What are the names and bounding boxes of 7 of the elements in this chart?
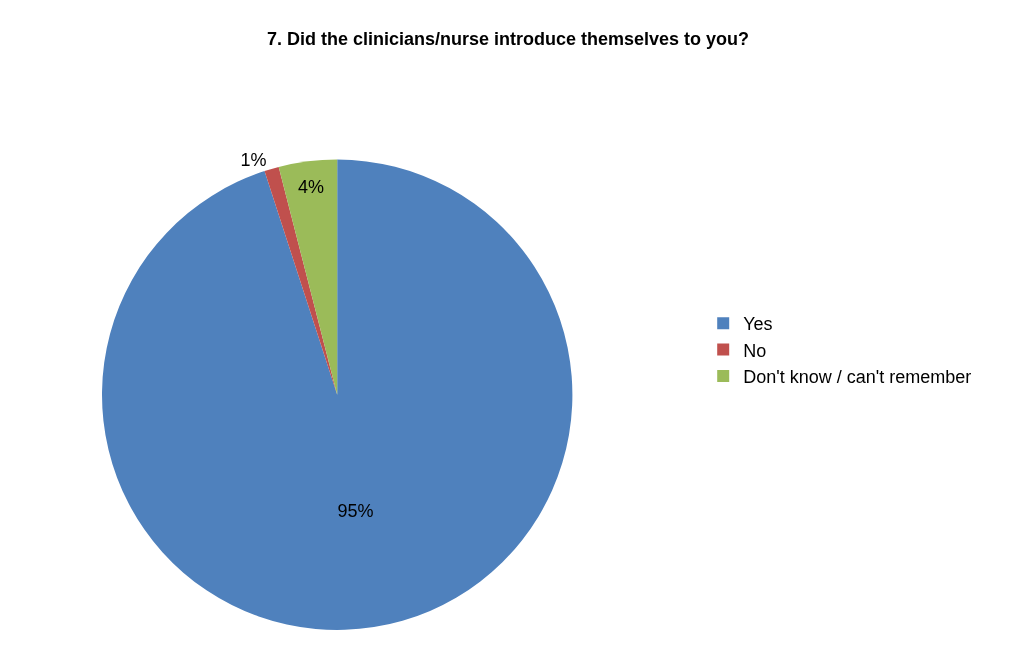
data-label: 4% bbox=[298, 177, 325, 198]
data-label: 1% bbox=[240, 149, 267, 170]
chart-title: 7. Did the clinicians/nurse introduce themselves to you? bbox=[266, 29, 750, 50]
legend-label: No bbox=[743, 340, 767, 361]
legend-label: Don't know / can't remember bbox=[743, 367, 972, 388]
data-label: 95% bbox=[337, 500, 374, 521]
legend-label: Yes bbox=[743, 314, 773, 335]
